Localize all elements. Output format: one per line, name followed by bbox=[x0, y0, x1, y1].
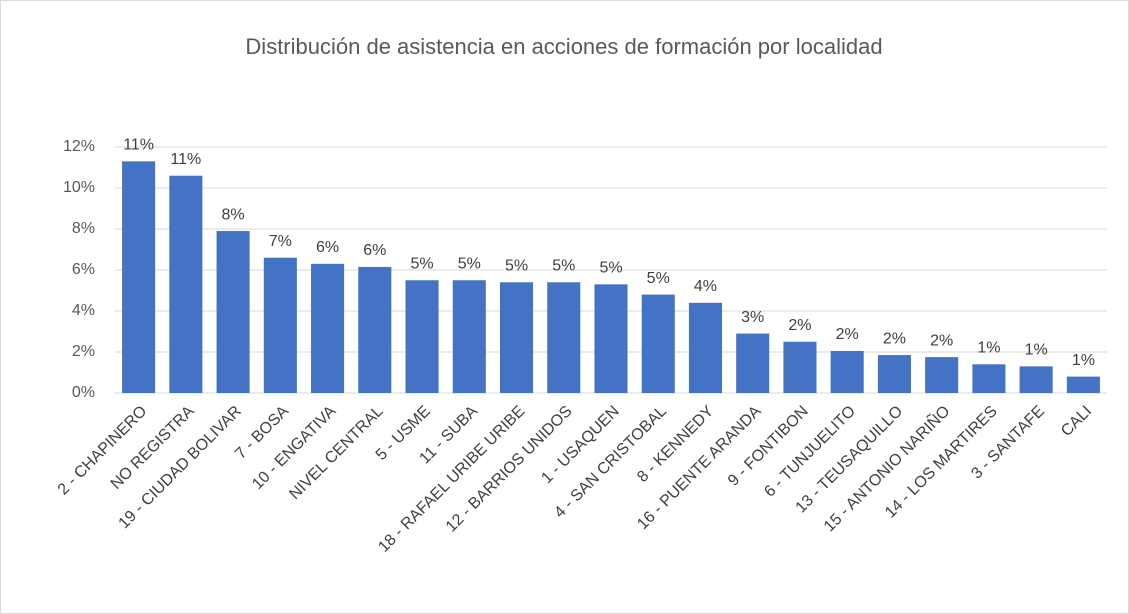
data-label: 3% bbox=[741, 309, 764, 326]
data-label: 5% bbox=[505, 258, 528, 275]
y-tick-label: 12% bbox=[63, 138, 95, 155]
y-tick-label: 0% bbox=[72, 384, 95, 401]
y-tick-label: 2% bbox=[72, 343, 95, 360]
data-label: 5% bbox=[647, 270, 670, 287]
bar bbox=[405, 280, 439, 393]
data-label: 1% bbox=[1072, 352, 1095, 369]
bar bbox=[736, 333, 770, 393]
bar bbox=[925, 357, 959, 393]
bar bbox=[1066, 376, 1100, 393]
data-label: 6% bbox=[363, 242, 386, 259]
bar bbox=[216, 231, 250, 393]
bar bbox=[972, 364, 1006, 393]
y-tick-label: 10% bbox=[63, 179, 95, 196]
bar bbox=[1019, 366, 1053, 393]
data-label: 11% bbox=[170, 151, 201, 168]
data-label: 2% bbox=[883, 330, 906, 347]
data-label: 5% bbox=[458, 255, 481, 272]
data-label: 1% bbox=[1025, 342, 1048, 359]
bar bbox=[547, 282, 581, 393]
bar bbox=[830, 350, 864, 393]
bar bbox=[452, 280, 486, 393]
bar bbox=[641, 294, 675, 393]
data-label: 7% bbox=[269, 233, 292, 250]
y-tick-label: 6% bbox=[72, 261, 95, 278]
chart-title: Distribución de asistencia en acciones d… bbox=[245, 34, 882, 59]
data-label: 2% bbox=[836, 326, 859, 343]
data-label: 2% bbox=[930, 332, 953, 349]
data-label: 5% bbox=[599, 260, 622, 277]
bar bbox=[311, 263, 345, 393]
data-label: 5% bbox=[410, 255, 433, 272]
bar bbox=[358, 266, 392, 393]
bar bbox=[263, 257, 297, 393]
data-label: 5% bbox=[552, 258, 575, 275]
bar bbox=[499, 282, 534, 393]
data-label: 4% bbox=[694, 278, 717, 295]
bar bbox=[169, 175, 203, 393]
bar bbox=[783, 341, 817, 393]
data-label: 2% bbox=[788, 317, 811, 334]
data-label: 11% bbox=[123, 137, 154, 154]
bar bbox=[877, 355, 911, 393]
data-label: 8% bbox=[222, 206, 245, 223]
data-label: 1% bbox=[977, 340, 1000, 357]
data-label: 6% bbox=[316, 239, 339, 256]
y-tick-label: 4% bbox=[72, 302, 95, 319]
bar bbox=[594, 284, 628, 393]
bar bbox=[122, 161, 156, 393]
y-tick-label: 8% bbox=[72, 220, 95, 237]
bar bbox=[688, 302, 723, 393]
